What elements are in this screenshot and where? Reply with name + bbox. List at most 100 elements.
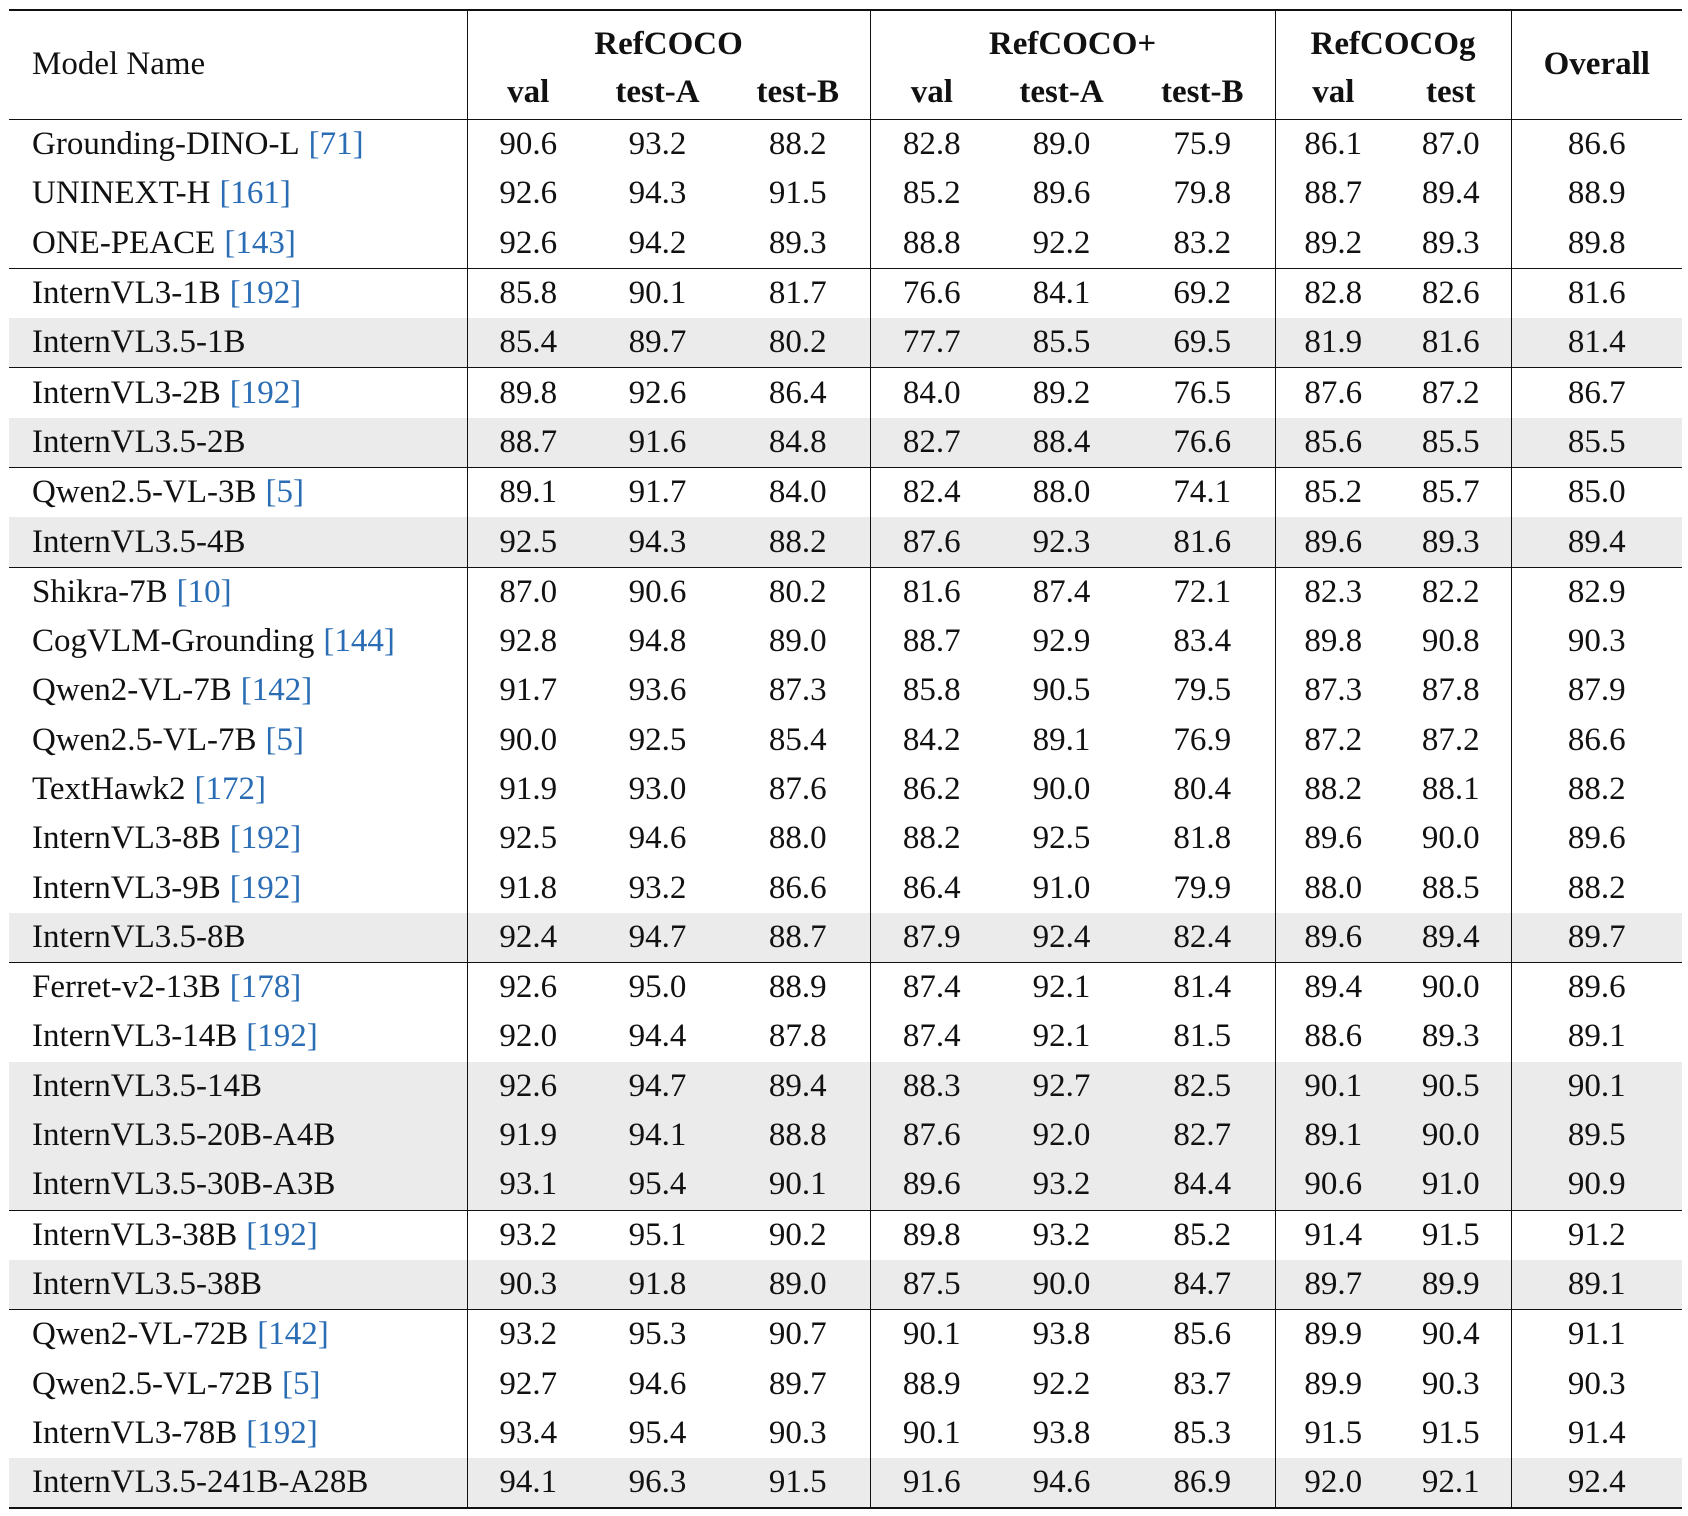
model-name: InternVL3-38B: [32, 1216, 238, 1253]
score-cell: 90.9: [1511, 1160, 1683, 1211]
score-cell: 91.2: [1567, 1216, 1626, 1253]
score-cell: 90.4: [1391, 1309, 1512, 1360]
score-cell: 89.1: [1275, 1110, 1392, 1161]
score-cell: 90.0: [1391, 1110, 1512, 1161]
model-cell: InternVL3.5-8B: [9, 912, 468, 963]
score-cell: 87.6: [1304, 374, 1363, 411]
score-cell: 87.6: [870, 517, 994, 568]
score-cell: 90.1: [726, 1160, 871, 1211]
model-cell: UNINEXT-H [161]: [9, 169, 468, 219]
score-cell: 85.2: [1130, 1210, 1276, 1260]
score-cell: 90.6: [628, 573, 687, 610]
column-header: test-A: [1019, 73, 1104, 110]
score-cell: 89.3: [726, 218, 871, 269]
score-cell: 95.1: [628, 1216, 687, 1253]
score-cell: 86.4: [902, 869, 961, 906]
score-cell: 96.3: [589, 1458, 726, 1509]
score-cell: 89.6: [1567, 969, 1626, 1006]
score-cell: 82.2: [1391, 567, 1512, 617]
model-name: Grounding-DINO-L: [32, 126, 300, 163]
citation: [10]: [176, 573, 232, 610]
group-header: RefCOCO+: [870, 10, 1276, 65]
score-cell: 89.9: [1391, 1259, 1512, 1310]
score-cell: 89.4: [726, 1061, 871, 1111]
score-cell: 85.5: [1391, 417, 1512, 468]
score-cell: 81.7: [726, 268, 871, 319]
score-cell: 85.2: [1304, 474, 1363, 511]
score-cell: 89.1: [1511, 1259, 1683, 1310]
table-row: InternVL3.5-4B 92.5 94.3 88.2 87.6 92.3 81.6 89…: [9, 517, 1683, 568]
score-cell: 85.8: [499, 275, 558, 312]
score-cell: 89.9: [1304, 1365, 1363, 1402]
score-cell: 90.3: [726, 1408, 871, 1459]
score-cell: 95.0: [628, 969, 687, 1006]
score-cell: 93.2: [499, 1216, 558, 1253]
score-cell: 91.7: [628, 474, 687, 511]
score-cell: 87.5: [870, 1259, 994, 1310]
table-row: Ferret-v2-13B [178] 92.6 95.0 88.9 87.4 92.1 81…: [9, 962, 1683, 1013]
citation: [192]: [229, 374, 302, 411]
model-cell: InternVL3-38B [192]: [9, 1210, 468, 1260]
score-cell: 94.6: [628, 820, 687, 857]
score-cell: 88.7: [902, 623, 961, 660]
model-cell: InternVL3.5-30B-A3B: [9, 1160, 468, 1211]
score-cell: 69.2: [1130, 268, 1276, 319]
group-header: RefCOCO: [467, 10, 871, 65]
model-cell: TextHawk2 [172]: [9, 764, 468, 815]
column-header: val: [910, 73, 953, 110]
model-name: InternVL3.5-1B: [32, 324, 246, 361]
table-row: InternVL3-1B [192] 85.8 90.1 81.7 76.6 84.1 69.…: [9, 268, 1683, 319]
score-cell: 82.7: [1130, 1110, 1276, 1161]
score-cell: 86.4: [726, 367, 871, 418]
score-cell: 74.1: [1130, 467, 1276, 518]
model-name: InternVL3.5-2B: [32, 423, 246, 460]
column-header: test-B: [1130, 65, 1276, 120]
score-cell: 82.6: [1391, 268, 1512, 319]
score-cell: 87.9: [870, 912, 994, 963]
score-cell: 83.2: [1130, 218, 1276, 269]
score-cell: 89.1: [1032, 721, 1091, 758]
score-cell: 81.5: [1130, 1012, 1276, 1062]
score-cell: 94.7: [589, 912, 726, 963]
score-cell: 89.3: [1391, 218, 1512, 269]
score-cell: 82.3: [1304, 573, 1363, 610]
score-cell: 76.6: [1130, 417, 1276, 468]
column-header: Overall: [1543, 45, 1650, 82]
table-row: Grounding-DINO-L [71] 90.6 93.2 88.2 82.8 89.0…: [9, 119, 1683, 170]
score-cell: 91.4: [1567, 1414, 1626, 1451]
score-cell: 89.2: [1304, 224, 1363, 261]
model-cell: InternVL3.5-1B: [9, 318, 468, 368]
score-cell: 88.0: [726, 814, 871, 864]
score-cell: 88.7: [726, 912, 871, 963]
table-row: CogVLM-Grounding [144] 92.8 94.8 89.0 88.7 92.…: [9, 616, 1682, 667]
score-cell: 89.4: [1391, 169, 1512, 219]
citation: [5]: [265, 721, 305, 758]
score-cell: 87.3: [1304, 672, 1363, 709]
score-cell: 94.1: [467, 1458, 589, 1509]
score-cell: 82.5: [1130, 1061, 1276, 1111]
score-cell: 89.0: [726, 616, 871, 667]
score-cell: 92.1: [1032, 1018, 1091, 1055]
score-cell: 89.6: [1567, 820, 1626, 857]
score-cell: 82.4: [1130, 912, 1276, 963]
score-cell: 89.5: [1511, 1110, 1683, 1161]
model-cell: InternVL3.5-38B: [9, 1259, 468, 1310]
score-cell: 88.0: [1032, 474, 1091, 511]
score-cell: 84.2: [902, 721, 961, 758]
score-cell: 84.0: [902, 374, 961, 411]
score-cell: 89.8: [499, 374, 558, 411]
score-cell: 92.5: [499, 820, 558, 857]
results-table: Model Name RefCOCO RefCOCO+ RefCOCOg Overal…: [9, 9, 1683, 1509]
score-cell: 94.3: [589, 517, 726, 568]
model-cell: InternVL3-2B [192]: [9, 367, 468, 418]
score-cell: 90.0: [1391, 962, 1512, 1013]
table-row: UNINEXT-H [161] 92.6 94.3 91.5 85.2 89.6 79.8 88…: [9, 169, 1682, 219]
table-row: InternVL3.5-14B 92.6 94.7 89.4 88.3 92.7 82.5 9…: [9, 1061, 1683, 1111]
table-row: InternVL3.5-1B 85.4 89.7 80.2 77.7 85.5 69.5 81…: [9, 318, 1683, 368]
score-cell: 90.8: [1391, 616, 1512, 667]
model-cell: InternVL3-14B [192]: [9, 1012, 468, 1062]
header-row: val test-A test-B val test-A test-B val test: [9, 65, 1683, 120]
score-cell: 92.7: [499, 1365, 558, 1402]
table-row: InternVL3.5-20B-A4B 91.9 94.1 88.8 87.6 92.0 8…: [9, 1110, 1683, 1161]
table-row: InternVL3-78B [192] 93.4 95.4 90.3 90.1 93.8 85…: [9, 1408, 1682, 1459]
